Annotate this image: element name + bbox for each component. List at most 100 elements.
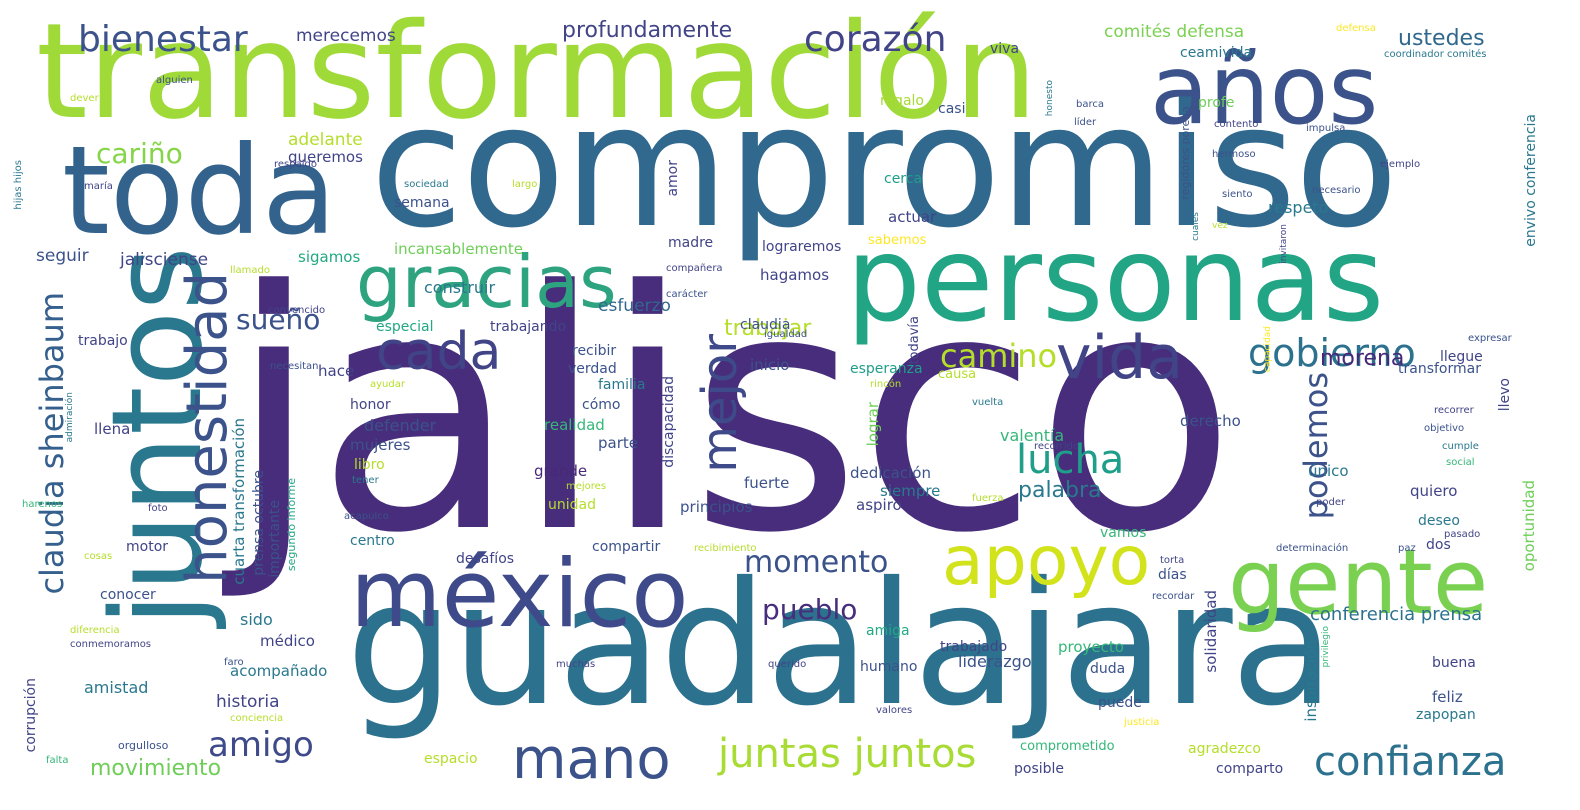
word-contento: contento	[1214, 119, 1259, 130]
word-convencido: convencido	[268, 305, 326, 316]
word-alguien: alguien	[156, 75, 193, 86]
word-vamos: vamos	[1100, 525, 1147, 541]
word-determinacion: determinación	[1276, 543, 1349, 554]
word-honestidad: honestidad	[175, 272, 240, 584]
word-torta: torta	[1160, 555, 1185, 566]
word-juntas-juntos: juntas juntos	[718, 731, 977, 777]
word-prensa-octubre: prensa octubre	[251, 470, 267, 576]
word-siempre: siempre	[880, 482, 941, 500]
word-guadalajara: guadalajara	[346, 546, 1335, 744]
word-quiero: quiero	[1410, 482, 1458, 500]
word-agradezco: agradezco	[1188, 741, 1261, 757]
word-inicio: inicio	[750, 356, 790, 374]
word-hijas-hijos: hijas hijos	[13, 160, 24, 210]
word-barca: barca	[1076, 99, 1104, 110]
word-recorrido: recorrido	[1034, 441, 1079, 452]
word-ceamivida: ceamivida	[1180, 45, 1253, 61]
word-transformacion: transformación	[36, 0, 1038, 149]
word-humano: humano	[860, 659, 918, 675]
word-conmemoramos: conmemoramos	[70, 639, 152, 650]
word-hace: hace	[318, 362, 355, 380]
word-poder: poder	[1316, 497, 1346, 508]
word-adelante: adelante	[288, 130, 363, 150]
word-desafios: desafíos	[456, 551, 515, 567]
word-actuar: actuar	[888, 208, 937, 226]
word-unico: único	[1308, 462, 1349, 480]
word-principios: principios	[680, 498, 753, 516]
word-discapacidad: discapacidad	[661, 376, 677, 468]
word-amistad: amistad	[84, 678, 149, 697]
word-mejores: mejores	[566, 481, 607, 492]
word-llena: llena	[94, 420, 131, 438]
word-causa: causa	[938, 367, 977, 382]
word-deseo: deseo	[1418, 513, 1460, 529]
word-faro: faro	[224, 657, 244, 668]
word-harenos: harenos	[22, 499, 63, 510]
word-merecemos: merecemos	[296, 26, 396, 46]
word-inspiracion: inspiración	[1302, 640, 1320, 722]
word-como: cómo	[582, 397, 621, 413]
word-defensa: defensa	[1336, 23, 1376, 34]
word-morena: morena	[1320, 346, 1405, 371]
word-mejor: mejor	[692, 334, 748, 473]
word-falta: falta	[46, 755, 69, 766]
word-toda: toda	[62, 120, 337, 262]
word-llamado: llamado	[230, 265, 271, 276]
word-sueno: sueño	[236, 303, 321, 336]
word-parte: parte	[598, 434, 638, 452]
word-claudia-sheinbaum: claudia sheinbaum	[33, 292, 71, 595]
word-derecho: derecho	[1180, 412, 1241, 430]
word-confianza: confianza	[1314, 739, 1507, 785]
word-corazon: corazón	[804, 19, 947, 60]
word-cerca: cerca	[884, 171, 923, 187]
word-esperanza: esperanza	[850, 361, 923, 377]
word-palabra: palabra	[1018, 478, 1102, 503]
word-necesario: necesario	[1312, 185, 1361, 196]
word-mano: mano	[512, 727, 671, 792]
word-compartir: compartir	[592, 539, 661, 555]
word-posible: posible	[1014, 761, 1065, 777]
word-medico: médico	[260, 632, 315, 650]
word-vuelta: vuelta	[972, 397, 1004, 408]
word-companera: compañera	[666, 263, 723, 274]
word-trabajo: trabajo	[78, 333, 128, 349]
word-conocer: conocer	[100, 587, 156, 603]
word-incansablemente: incansablemente	[394, 240, 524, 258]
word-todavia: todavía	[907, 316, 922, 365]
word-motor: motor	[126, 539, 169, 555]
word-semana: semana	[394, 195, 450, 211]
word-seguir: seguir	[36, 246, 89, 266]
word-expresar: expresar	[1468, 333, 1512, 344]
word-fuerza: fuerza	[972, 493, 1004, 504]
word-jalisco: jalisco	[228, 221, 1237, 605]
word-verdad: verdad	[568, 361, 617, 377]
word-comparto: comparto	[1216, 761, 1284, 777]
word-igualdad: igualdad	[764, 329, 808, 340]
word-envivo-conferencia: envivo conferencia	[1523, 114, 1539, 247]
word-espacio: espacio	[424, 751, 478, 767]
word-capacidad: capacidad	[1263, 326, 1273, 373]
word-esfuerzo: esfuerzo	[598, 296, 671, 316]
word-trabajado: trabajado	[940, 639, 1008, 655]
word-orgulloso: orgulloso	[118, 739, 169, 752]
word-lucha: lucha	[1016, 437, 1125, 483]
word-caracter: carácter	[666, 289, 708, 300]
word-amiga: amiga	[866, 623, 910, 639]
word-trabajando: trabajando	[490, 319, 567, 335]
word-defender: defender	[364, 416, 437, 435]
word-apoyo: apoyo	[942, 522, 1151, 601]
word-regidores-porena: regidores porena	[1179, 106, 1192, 200]
word-vida: vida	[1056, 323, 1184, 393]
word-acompanado: acompañado	[230, 662, 328, 680]
word-unidad: unidad	[548, 497, 596, 513]
word-bienestar: bienestar	[78, 19, 248, 60]
word-queremos: queremos	[288, 148, 363, 166]
word-siento: siento	[1222, 189, 1253, 200]
word-anos: años	[1150, 34, 1379, 146]
word-sigamos: sigamos	[298, 248, 361, 266]
word-duda: duda	[1090, 661, 1126, 677]
word-cuarta-transformacion: cuarta transformación	[230, 418, 248, 585]
word-respaldo: respaldo	[274, 159, 317, 170]
word-aspiro: aspiro	[856, 496, 902, 514]
